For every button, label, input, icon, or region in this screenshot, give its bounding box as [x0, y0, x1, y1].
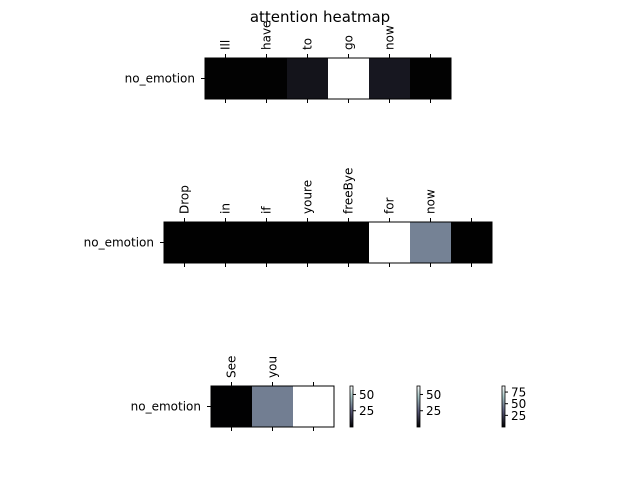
- heatmap-cell: [410, 58, 451, 99]
- heatmap-cell: [164, 222, 205, 263]
- token-label: in: [219, 203, 233, 214]
- colorbar-tick-label: 75: [511, 386, 526, 400]
- token-label: Ill: [219, 40, 233, 50]
- colorbar-tick-label: 25: [426, 404, 441, 418]
- token-label: freeBye: [342, 168, 356, 214]
- token-label: now: [424, 189, 438, 214]
- heatmap-cell: [328, 222, 369, 263]
- heatmap-cell: [246, 58, 287, 99]
- heatmap-cell: [451, 222, 492, 263]
- colorbar-gradient: [501, 385, 506, 428]
- token-label: now: [383, 25, 397, 50]
- chart-title: attention heatmap: [250, 8, 390, 26]
- heatmap-cell: [205, 222, 246, 263]
- row-label: no_emotion: [131, 400, 201, 414]
- heatmap-cell: [211, 386, 252, 427]
- heatmap-cell: [369, 222, 410, 263]
- colorbar-tick-label: 50: [511, 397, 526, 411]
- colorbar-tick-label: 25: [359, 404, 374, 418]
- token-label: for: [383, 197, 397, 214]
- heatmap-cell: [369, 58, 410, 99]
- token-label: you: [266, 356, 280, 378]
- colorbar-tick-label: 50: [426, 388, 441, 402]
- token-label: See: [225, 356, 239, 378]
- token-label: Drop: [178, 185, 192, 214]
- heatmap-panel-3: no_emotion See you: [131, 356, 335, 431]
- heatmap-panel-2: no_emotion Drop in if youre freeBye for now: [84, 168, 493, 267]
- token-label: if: [260, 206, 274, 214]
- colorbar-gradient: [416, 385, 421, 428]
- token-label: have: [260, 21, 274, 50]
- heatmap-panel-1: no_emotion Ill have to go now: [125, 21, 452, 103]
- token-label: youre: [301, 180, 315, 214]
- colorbar-gradient: [349, 385, 354, 428]
- heatmap-cell: [246, 222, 287, 263]
- colorbar-tick-label: 25: [511, 409, 526, 423]
- heatmap-cell: [252, 386, 293, 427]
- token-label: to: [301, 38, 315, 50]
- colorbar-tick-label: 50: [359, 388, 374, 402]
- heatmap-cell: [410, 222, 451, 263]
- heatmap-cell: [328, 58, 369, 99]
- heatmap-cell: [205, 58, 246, 99]
- heatmap-cell: [293, 386, 334, 427]
- row-label: no_emotion: [84, 236, 154, 250]
- heatmap-cell: [287, 58, 328, 99]
- heatmap-panels: no_emotion Ill have to go now no_emotion Drop in…: [84, 21, 493, 431]
- heatmap-cell: [287, 222, 328, 263]
- token-label: go: [342, 35, 356, 50]
- row-label: no_emotion: [125, 72, 195, 86]
